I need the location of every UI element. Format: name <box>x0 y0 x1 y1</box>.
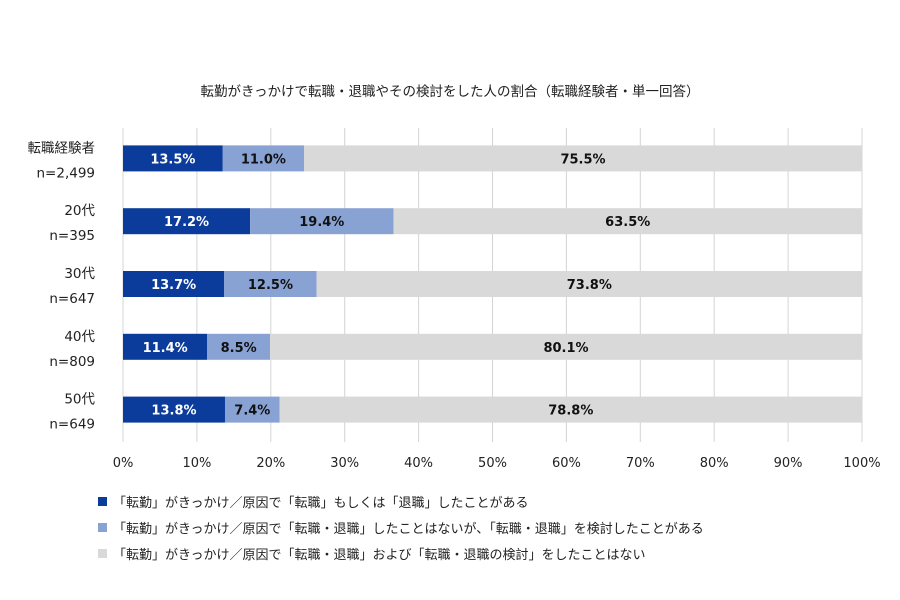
legend-item: 「転勤」がきっかけ／原因で「転職」もしくは「退職」したことがある <box>98 488 704 514</box>
x-tick-label: 100% <box>843 456 880 471</box>
data-label: 75.5% <box>560 152 605 167</box>
data-label: 17.2% <box>164 215 209 230</box>
x-tick-label: 40% <box>404 456 433 471</box>
bar-segment <box>222 145 305 172</box>
category-n-label: n=647 <box>49 291 95 307</box>
bar-segment <box>304 145 862 172</box>
legend-item: 「転勤」がきっかけ／原因で「転職・退職」および「転職・退職の検討」をしたことはな… <box>98 540 704 566</box>
data-label: 11.4% <box>143 341 188 356</box>
data-label: 7.4% <box>234 404 270 419</box>
x-tick-label: 50% <box>478 456 507 471</box>
legend-item: 「転勤」がきっかけ／原因で「転職・退職」したことはないが、「転職・退職」を検討し… <box>98 514 704 540</box>
category-n-label: n=2,499 <box>36 165 95 181</box>
category-label: 転職経験者 <box>28 140 96 156</box>
x-tick-label: 10% <box>182 456 211 471</box>
bar-segment <box>123 396 225 423</box>
data-label: 12.5% <box>248 278 293 293</box>
bar-segment <box>123 208 251 235</box>
legend-swatch <box>98 522 107 532</box>
legend-swatch <box>98 496 107 506</box>
data-label: 63.5% <box>605 215 650 230</box>
category-n-label: n=395 <box>49 228 95 244</box>
x-tick-label: 30% <box>330 456 359 471</box>
chart-title: 転勤がきっかけで転職・退職やその検討をした人の割合（転職経験者・単一回答） <box>201 83 700 100</box>
bar-segment <box>207 333 271 360</box>
x-tick-label: 20% <box>256 456 285 471</box>
bar-segment <box>224 396 280 423</box>
bar-segment <box>123 145 223 172</box>
x-tick-label: 0% <box>113 456 134 471</box>
legend-label: 「転勤」がきっかけ／原因で「転職・退職」したことはないが、「転職・退職」を検討し… <box>113 521 704 537</box>
data-label: 8.5% <box>221 341 257 356</box>
bar-segment <box>224 271 317 297</box>
bar-segment <box>316 271 862 297</box>
category-label: 20代 <box>64 203 95 219</box>
legend-label: 「転勤」がきっかけ／原因で「転職・退職」および「転職・退職の検討」をしたことはな… <box>113 547 646 563</box>
data-label: 19.4% <box>299 215 344 230</box>
x-tick-label: 60% <box>552 456 581 471</box>
bar-segment <box>250 208 394 235</box>
bar-segment <box>123 271 225 297</box>
legend-label: 「転勤」がきっかけ／原因で「転職」もしくは「退職」したことがある <box>113 495 529 511</box>
bar-segment <box>123 333 208 360</box>
legend-swatch <box>98 548 107 558</box>
data-label: 13.7% <box>151 278 196 293</box>
data-label: 78.8% <box>548 404 593 419</box>
x-tick-label: 80% <box>700 456 729 471</box>
bar-segment <box>279 396 863 423</box>
bar-segment <box>270 333 862 360</box>
data-label: 11.0% <box>241 152 286 167</box>
x-tick-label: 90% <box>774 456 803 471</box>
category-n-label: n=809 <box>49 354 95 370</box>
category-label: 50代 <box>64 392 95 408</box>
data-label: 73.8% <box>567 278 612 293</box>
category-label: 40代 <box>64 329 95 345</box>
category-n-label: n=649 <box>49 417 95 433</box>
x-tick-label: 70% <box>626 456 655 471</box>
data-label: 13.5% <box>150 152 195 167</box>
bar-segment <box>393 208 862 235</box>
data-label: 80.1% <box>543 341 588 356</box>
category-label: 30代 <box>64 266 95 282</box>
legend: 「転勤」がきっかけ／原因で「転職」もしくは「退職」したことがある「転勤」がきっか… <box>98 488 704 566</box>
data-label: 13.8% <box>151 404 196 419</box>
